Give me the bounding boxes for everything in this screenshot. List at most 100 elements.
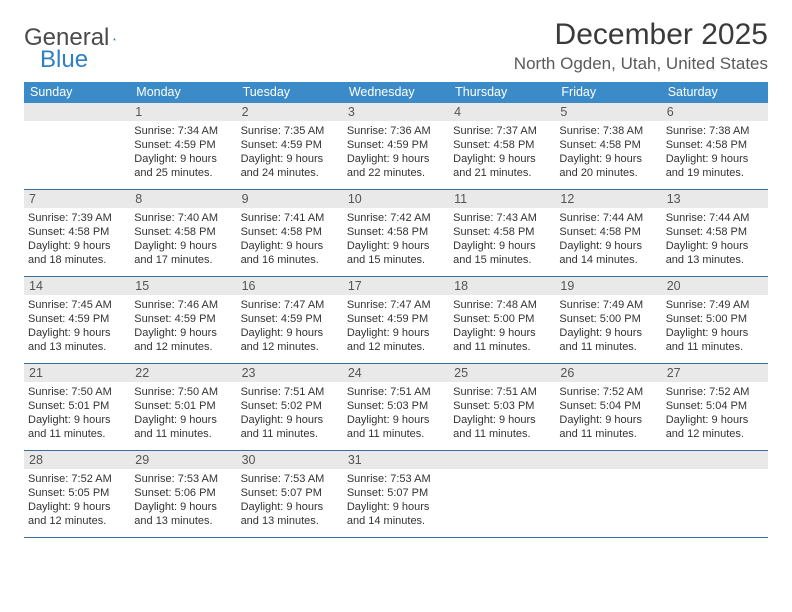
sunset-line: Sunset: 4:58 PM <box>666 225 764 239</box>
sunset-line: Sunset: 5:02 PM <box>241 399 339 413</box>
sunset-line: Sunset: 4:58 PM <box>666 138 764 152</box>
calendar-day: 14Sunrise: 7:45 AMSunset: 4:59 PMDayligh… <box>24 277 130 363</box>
daylight-line: Daylight: 9 hours and 14 minutes. <box>347 500 445 528</box>
sunrise-line: Sunrise: 7:50 AM <box>28 385 126 399</box>
daylight-line: Daylight: 9 hours and 13 minutes. <box>134 500 232 528</box>
sunset-line: Sunset: 4:58 PM <box>347 225 445 239</box>
day-number: 15 <box>130 277 236 295</box>
sunrise-line: Sunrise: 7:36 AM <box>347 124 445 138</box>
sunrise-line: Sunrise: 7:39 AM <box>28 211 126 225</box>
sunrise-line: Sunrise: 7:46 AM <box>134 298 232 312</box>
day-details: Sunrise: 7:51 AMSunset: 5:02 PMDaylight:… <box>241 385 339 441</box>
day-of-week-cell: Tuesday <box>237 82 343 103</box>
day-number <box>662 451 768 469</box>
sunset-line: Sunset: 5:05 PM <box>28 486 126 500</box>
day-number: 31 <box>343 451 449 469</box>
calendar-day: 22 Sunrise: 7:50 AMSunset: 5:01 PMDayligh… <box>130 364 236 450</box>
day-details: Sunrise: 7:36 AMSunset: 4:59 PMDaylight:… <box>347 124 445 180</box>
day-number: 10 <box>343 190 449 208</box>
day-number <box>24 103 130 121</box>
calendar-day: 18Sunrise: 7:48 AMSunset: 5:00 PMDayligh… <box>449 277 555 363</box>
sunset-line: Sunset: 4:58 PM <box>241 225 339 239</box>
daylight-line: Daylight: 9 hours and 22 minutes. <box>347 152 445 180</box>
day-details: Sunrise: 7:53 AMSunset: 5:06 PMDaylight:… <box>134 472 232 528</box>
day-details: Sunrise: 7:42 AMSunset: 4:58 PMDaylight:… <box>347 211 445 267</box>
calendar-day <box>555 451 661 537</box>
sunrise-line: Sunrise: 7:49 AM <box>559 298 657 312</box>
sunrise-line: Sunrise: 7:38 AM <box>559 124 657 138</box>
day-details: Sunrise: 7:35 AMSunset: 4:59 PMDaylight:… <box>241 124 339 180</box>
day-of-week-cell: Sunday <box>24 82 130 103</box>
day-number: 23 <box>237 364 343 382</box>
sunset-line: Sunset: 5:04 PM <box>666 399 764 413</box>
sunset-line: Sunset: 4:59 PM <box>134 312 232 326</box>
daylight-line: Daylight: 9 hours and 11 minutes. <box>559 326 657 354</box>
daylight-line: Daylight: 9 hours and 16 minutes. <box>241 239 339 267</box>
calendar-day <box>24 103 130 189</box>
sunset-line: Sunset: 4:58 PM <box>559 138 657 152</box>
calendar-day: 16Sunrise: 7:47 AMSunset: 4:59 PMDayligh… <box>237 277 343 363</box>
calendar-day <box>662 451 768 537</box>
daylight-line: Daylight: 9 hours and 11 minutes. <box>347 413 445 441</box>
sunset-line: Sunset: 4:59 PM <box>134 138 232 152</box>
daylight-line: Daylight: 9 hours and 11 minutes. <box>134 413 232 441</box>
sunrise-line: Sunrise: 7:38 AM <box>666 124 764 138</box>
day-details: Sunrise: 7:46 AMSunset: 4:59 PMDaylight:… <box>134 298 232 354</box>
calendar: SundayMondayTuesdayWednesdayThursdayFrid… <box>24 82 768 538</box>
day-number: 5 <box>555 103 661 121</box>
day-details: Sunrise: 7:38 AMSunset: 4:58 PMDaylight:… <box>559 124 657 180</box>
calendar-day <box>449 451 555 537</box>
day-number: 22 <box>130 364 236 382</box>
day-number: 1 <box>130 103 236 121</box>
day-details: Sunrise: 7:44 AMSunset: 4:58 PMDaylight:… <box>666 211 764 267</box>
calendar-day: 23 Sunrise: 7:51 AMSunset: 5:02 PMDayligh… <box>237 364 343 450</box>
calendar-day: 27 Sunrise: 7:52 AMSunset: 5:04 PMDayligh… <box>662 364 768 450</box>
daylight-line: Daylight: 9 hours and 12 minutes. <box>347 326 445 354</box>
day-number <box>555 451 661 469</box>
sunset-line: Sunset: 4:59 PM <box>347 312 445 326</box>
daylight-line: Daylight: 9 hours and 11 minutes. <box>241 413 339 441</box>
day-details: Sunrise: 7:50 AMSunset: 5:01 PMDaylight:… <box>134 385 232 441</box>
daylight-line: Daylight: 9 hours and 12 minutes. <box>241 326 339 354</box>
sunset-line: Sunset: 5:01 PM <box>28 399 126 413</box>
calendar-day: 31Sunrise: 7:53 AMSunset: 5:07 PMDayligh… <box>343 451 449 537</box>
daylight-line: Daylight: 9 hours and 13 minutes. <box>28 326 126 354</box>
day-number: 13 <box>662 190 768 208</box>
header: General December 2025 North Ogden, Utah,… <box>24 18 768 74</box>
day-details: Sunrise: 7:49 AMSunset: 5:00 PMDaylight:… <box>666 298 764 354</box>
day-details: Sunrise: 7:41 AMSunset: 4:58 PMDaylight:… <box>241 211 339 267</box>
calendar-day: 20Sunrise: 7:49 AMSunset: 5:00 PMDayligh… <box>662 277 768 363</box>
day-of-week-cell: Wednesday <box>343 82 449 103</box>
calendar-day: 26Sunrise: 7:52 AMSunset: 5:04 PMDayligh… <box>555 364 661 450</box>
daylight-line: Daylight: 9 hours and 11 minutes. <box>559 413 657 441</box>
calendar-week: 14Sunrise: 7:45 AMSunset: 4:59 PMDayligh… <box>24 277 768 364</box>
day-number <box>449 451 555 469</box>
sunrise-line: Sunrise: 7:44 AM <box>666 211 764 225</box>
calendar-week: 21Sunrise: 7:50 AMSunset: 5:01 PMDayligh… <box>24 364 768 451</box>
calendar-day: 25Sunrise: 7:51 AMSunset: 5:03 PMDayligh… <box>449 364 555 450</box>
sunset-line: Sunset: 5:06 PM <box>134 486 232 500</box>
sunset-line: Sunset: 5:00 PM <box>666 312 764 326</box>
sunrise-line: Sunrise: 7:51 AM <box>347 385 445 399</box>
daylight-line: Daylight: 9 hours and 13 minutes. <box>241 500 339 528</box>
sunrise-line: Sunrise: 7:34 AM <box>134 124 232 138</box>
sunset-line: Sunset: 4:58 PM <box>453 225 551 239</box>
day-details: Sunrise: 7:52 AMSunset: 5:04 PMDaylight:… <box>559 385 657 441</box>
day-number: 8 <box>130 190 236 208</box>
sunrise-line: Sunrise: 7:43 AM <box>453 211 551 225</box>
calendar-day: 28Sunrise: 7:52 AMSunset: 5:05 PMDayligh… <box>24 451 130 537</box>
sunrise-line: Sunrise: 7:53 AM <box>241 472 339 486</box>
day-details: Sunrise: 7:52 AMSunset: 5:04 PMDaylight:… <box>666 385 764 441</box>
calendar-day: 5 Sunrise: 7:38 AMSunset: 4:58 PMDaylight… <box>555 103 661 189</box>
day-number: 3 <box>343 103 449 121</box>
sunset-line: Sunset: 5:00 PM <box>559 312 657 326</box>
day-details: Sunrise: 7:39 AMSunset: 4:58 PMDaylight:… <box>28 211 126 267</box>
sunrise-line: Sunrise: 7:49 AM <box>666 298 764 312</box>
daylight-line: Daylight: 9 hours and 11 minutes. <box>453 326 551 354</box>
calendar-day: 10 Sunrise: 7:42 AMSunset: 4:58 PMDayligh… <box>343 190 449 276</box>
calendar-day: 8Sunrise: 7:40 AMSunset: 4:58 PMDaylight… <box>130 190 236 276</box>
logo-sail-icon <box>113 30 116 48</box>
page-subtitle: North Ogden, Utah, United States <box>514 54 768 74</box>
day-number: 27 <box>662 364 768 382</box>
sunrise-line: Sunrise: 7:45 AM <box>28 298 126 312</box>
